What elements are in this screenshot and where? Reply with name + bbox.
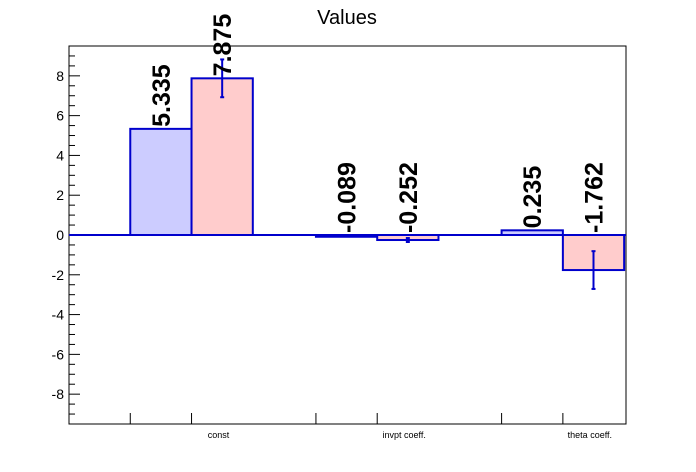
y-tick-label: 4 <box>56 147 64 163</box>
x-axis: const invpt coeff. theta coeff. <box>129 413 612 440</box>
x-category-label: theta coeff. <box>568 430 612 440</box>
bar <box>190 77 254 236</box>
error-bars <box>220 58 596 290</box>
y-tick-label: -6 <box>52 346 65 362</box>
y-tick-label: 6 <box>56 108 64 124</box>
chart-title: Values <box>317 7 377 29</box>
y-tick-label: -4 <box>52 307 65 323</box>
y-axis: -8 -6 -4 -2 0 2 4 6 8 <box>52 55 80 415</box>
value-label: -1.762 <box>581 162 609 233</box>
bars <box>129 77 626 272</box>
y-tick-label: 2 <box>56 187 64 203</box>
bar <box>129 127 193 236</box>
value-label: -0.089 <box>334 162 362 233</box>
value-label: 5.335 <box>148 64 176 127</box>
value-labels: 5.335 -0.089 0.235 7.875 -0.252 -1.762 <box>148 14 609 233</box>
x-category-label: invpt coeff. <box>383 430 426 440</box>
y-tick-label: -2 <box>52 267 65 283</box>
value-label: 0.235 <box>519 166 547 229</box>
y-tick-label: -8 <box>52 386 65 402</box>
y-tick-label: 0 <box>56 227 64 243</box>
value-label: -0.252 <box>395 162 423 233</box>
value-label: 7.875 <box>209 14 237 77</box>
y-tick-label: 8 <box>56 68 64 84</box>
x-category-label: const <box>208 430 230 440</box>
